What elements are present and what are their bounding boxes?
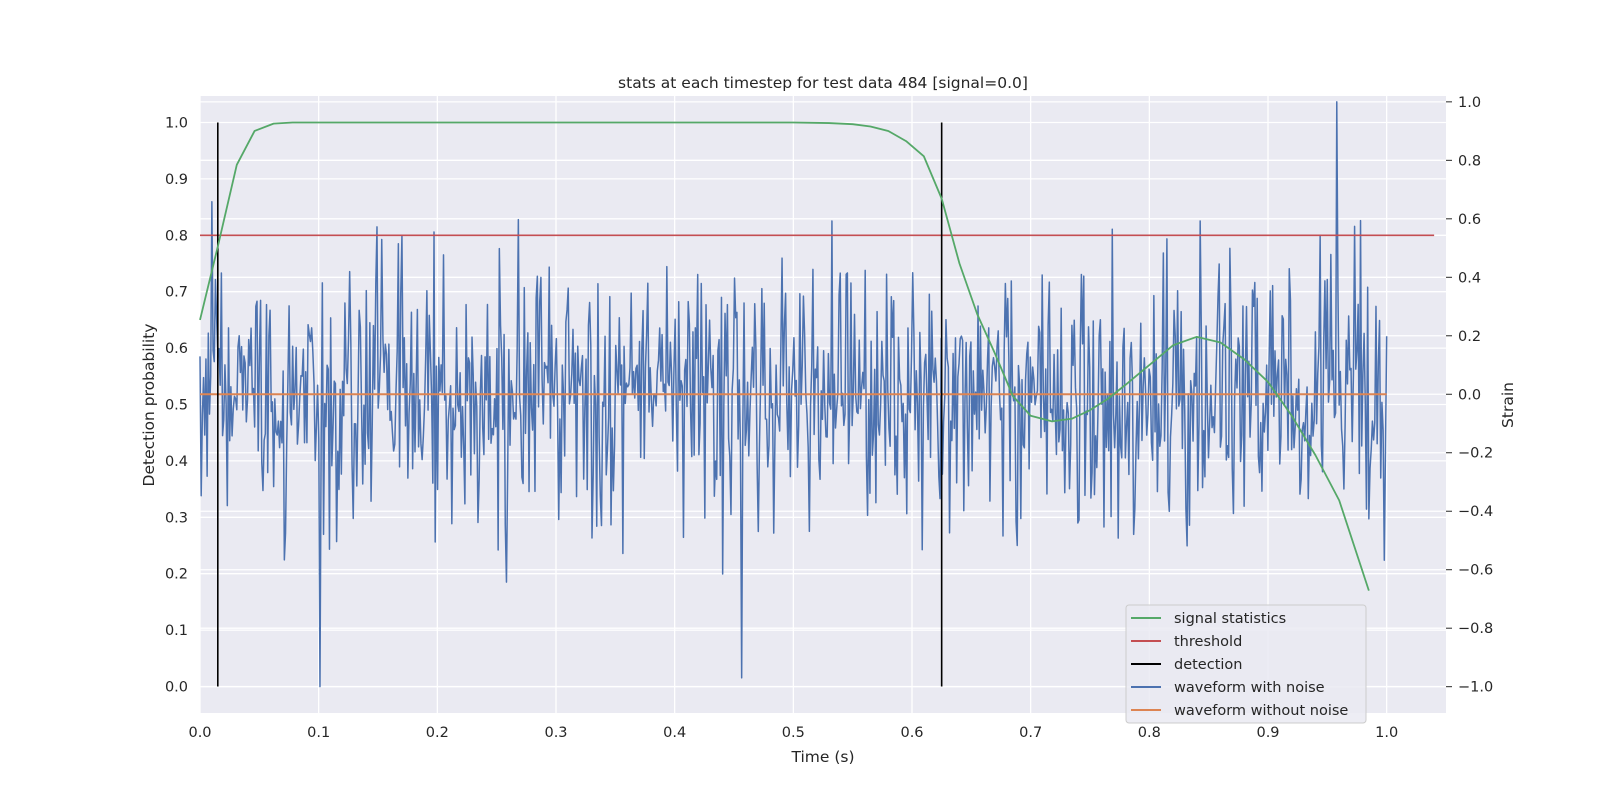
y-axis-label: Detection probability [140,324,158,487]
y2-axis-ticks: −1.0 −0.8 −0.6 −0.4 −0.2 0.0 0.2 0.4 0.6 0.8 1.0 [1446,95,1493,696]
y2-tick-label: 0.4 [1458,270,1481,286]
y2-tick-label: 0.0 [1458,387,1481,403]
y-tick-label: 0.4 [165,454,188,470]
y-tick-label: 0.0 [165,679,188,695]
x-axis-ticks: 0.0 0.1 0.2 0.3 0.4 0.5 0.6 0.7 0.8 0.9 1.0 [188,725,1398,741]
x-tick-label: 1.0 [1375,725,1398,741]
x-tick-label: 0.2 [426,725,449,741]
x-tick-label: 0.4 [663,725,686,741]
y2-tick-label: −1.0 [1458,680,1493,696]
y2-tick-label: −0.2 [1458,446,1493,462]
y-tick-label: 0.1 [165,623,188,639]
legend-label-waveform-without-noise: waveform without noise [1174,703,1348,719]
y-tick-label: 0.6 [165,341,188,357]
x-tick-label: 0.9 [1256,725,1279,741]
x-tick-label: 0.1 [307,725,330,741]
legend-box [1125,604,1367,724]
y-tick-label: 0.2 [165,567,188,583]
y2-tick-label: 0.8 [1458,153,1481,169]
y2-tick-label: 1.0 [1458,95,1481,111]
series-signal-statistics [199,121,1370,591]
y2-tick-label: −0.6 [1458,563,1493,579]
x-tick-label: 0.3 [544,725,567,741]
y-axis-ticks: 0.0 0.1 0.2 0.3 0.4 0.5 0.6 0.7 0.8 0.9 1.0 [165,116,188,696]
legend-label-waveform-with-noise: waveform with noise [1174,680,1325,696]
y-tick-label: 1.0 [165,116,188,132]
legend-label-detection: detection [1174,657,1242,673]
y2-tick-label: −0.4 [1458,504,1493,520]
x-tick-label: 0.8 [1138,725,1161,741]
x-tick-label: 0.7 [1019,725,1042,741]
y-tick-label: 0.3 [165,510,188,526]
y-tick-label: 0.5 [165,398,188,414]
legend-label-threshold: threshold [1174,634,1242,650]
y2-tick-label: 0.2 [1458,329,1481,345]
series-waveform-with-noise [199,101,1388,688]
x-tick-label: 0.0 [188,725,211,741]
y2-tick-label: 0.6 [1458,212,1481,228]
legend-label-signal-statistics: signal statistics [1174,611,1286,627]
x-tick-label: 0.6 [900,725,923,741]
y-tick-label: 0.8 [165,228,188,244]
x-axis-label: Time (s) [790,748,854,766]
y2-axis-label: Strain [1499,382,1517,428]
chart-title: stats at each timestep for test data 484… [618,74,1028,92]
legend: signal statistics threshold detection wa… [1125,604,1367,724]
series-layer [199,101,1435,688]
x-tick-label: 0.5 [782,725,805,741]
y2-tick-label: −0.8 [1458,621,1493,637]
y-tick-label: 0.9 [165,172,188,188]
y-tick-label: 0.7 [165,285,188,301]
